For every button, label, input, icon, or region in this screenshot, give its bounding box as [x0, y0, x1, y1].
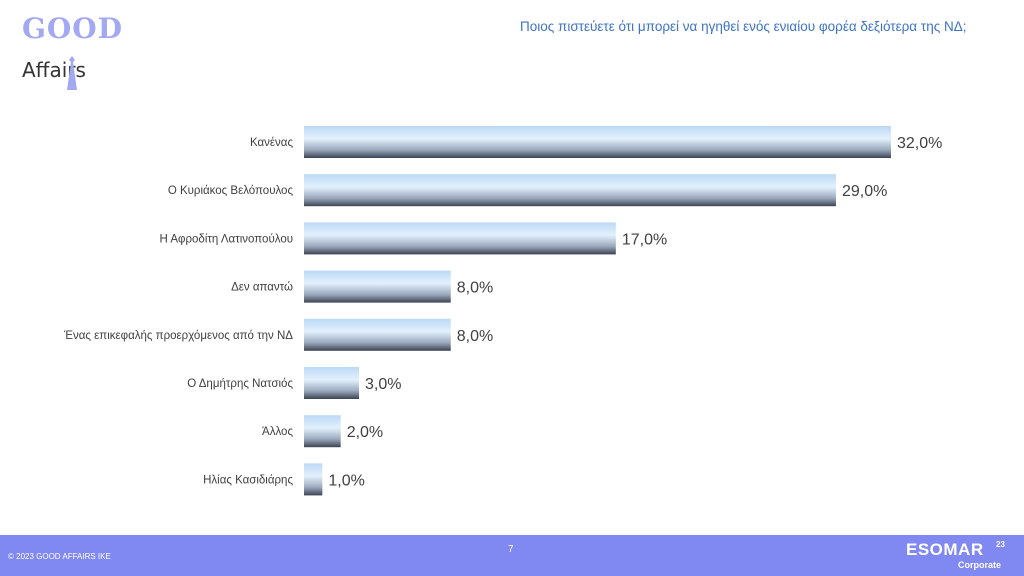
data-label: 1,0% — [328, 472, 364, 489]
data-label: 8,0% — [457, 280, 493, 297]
category-label: Κανένας — [250, 137, 293, 149]
chart-title: Ποιος πιστεύετε ότι μπορεί να ηγηθεί ενό… — [520, 19, 967, 34]
category-label: Ο Δημήτρης Νατσιός — [187, 378, 293, 390]
esomar-subtitle: Corporate — [958, 560, 1002, 570]
category-label: Ένας επικεφαλής προερχόμενος από την ΝΔ — [63, 330, 293, 342]
bar — [304, 415, 341, 448]
bar — [304, 463, 323, 496]
bar — [304, 174, 836, 207]
bar — [304, 367, 360, 399]
footer-bar: © 2023 GOOD AFFAIRS IKE 7 ESOMAR 23 Corp… — [0, 535, 1024, 576]
data-label: 32,0% — [897, 135, 942, 152]
category-label: Δεν απαντώ — [231, 282, 293, 294]
data-label: 3,0% — [365, 376, 401, 393]
good-affairs-logo: GOOD Affairs — [22, 12, 132, 90]
esomar-name: ESOMAR — [906, 540, 984, 559]
data-label: 8,0% — [457, 328, 493, 345]
bar — [304, 270, 451, 303]
copyright-text: © 2023 GOOD AFFAIRS IKE — [8, 552, 111, 561]
esomar-year: 23 — [996, 540, 1005, 549]
data-label: 2,0% — [347, 424, 383, 441]
bar — [304, 222, 616, 255]
tie-icon — [67, 56, 77, 90]
bar — [304, 318, 451, 351]
category-label: Ηλίας Κασιδιάρης — [203, 474, 293, 486]
category-label: Η Αφροδίτη Λατινοπούλου — [159, 233, 293, 245]
page-number: 7 — [508, 544, 514, 555]
category-label: Άλλος — [262, 426, 293, 438]
logo-good-text: GOOD — [22, 12, 123, 45]
data-label: 29,0% — [842, 183, 887, 200]
data-label: 17,0% — [622, 231, 667, 248]
bar-chart: Κανένας 32,0% Ο Κυριάκος Βελόπουλος 29,0% Η … — [63, 126, 942, 496]
category-label: Ο Κυριάκος Βελόπουλος — [168, 185, 294, 197]
esomar-badge: ESOMAR 23 Corporate — [906, 538, 1016, 574]
bar — [304, 126, 891, 158]
